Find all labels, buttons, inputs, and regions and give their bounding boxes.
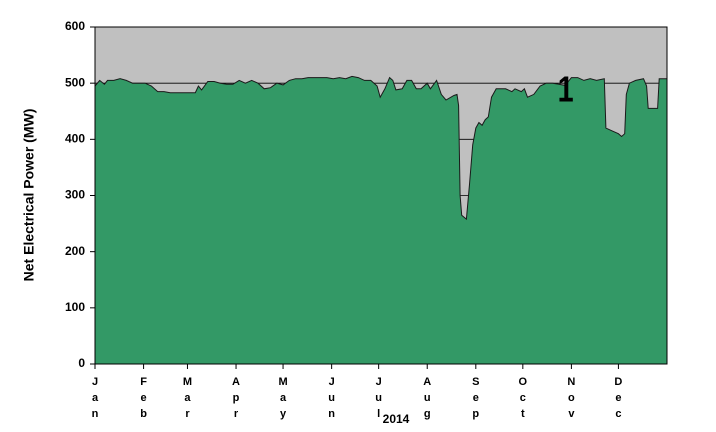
x-tick-label: Nov xyxy=(565,376,577,424)
x-tick-label: Apr xyxy=(230,376,242,424)
x-tick-label: Jan xyxy=(89,376,101,424)
y-tick-label: 300 xyxy=(65,188,85,202)
x-tick-label: Feb xyxy=(138,376,150,424)
x-tick-label: Sep xyxy=(470,376,482,424)
x-tick-label: Aug xyxy=(421,376,433,424)
y-tick-label: 600 xyxy=(65,19,85,33)
area-line xyxy=(94,75,667,221)
y-tick-label: 200 xyxy=(65,244,85,258)
area xyxy=(95,76,667,365)
y-tick-label: 100 xyxy=(65,300,85,314)
y-tick-label: 0 xyxy=(78,356,85,370)
x-tick-label: Oct xyxy=(517,376,529,424)
y-axis-label: Net Electrical Power (MW) xyxy=(21,109,37,282)
x-tick-label: Jun xyxy=(326,376,338,424)
x-axis-label: 2014 xyxy=(383,412,410,426)
y-tick-label: 400 xyxy=(65,132,85,146)
y-tick-label: 500 xyxy=(65,75,85,89)
annotation: 1 xyxy=(558,68,574,109)
x-tick-label: Mar xyxy=(181,376,193,424)
x-tick-label: Dec xyxy=(612,376,624,424)
x-tick-label: May xyxy=(277,376,289,424)
x-tick-label: Jul xyxy=(373,376,385,424)
plot-border xyxy=(94,26,668,365)
